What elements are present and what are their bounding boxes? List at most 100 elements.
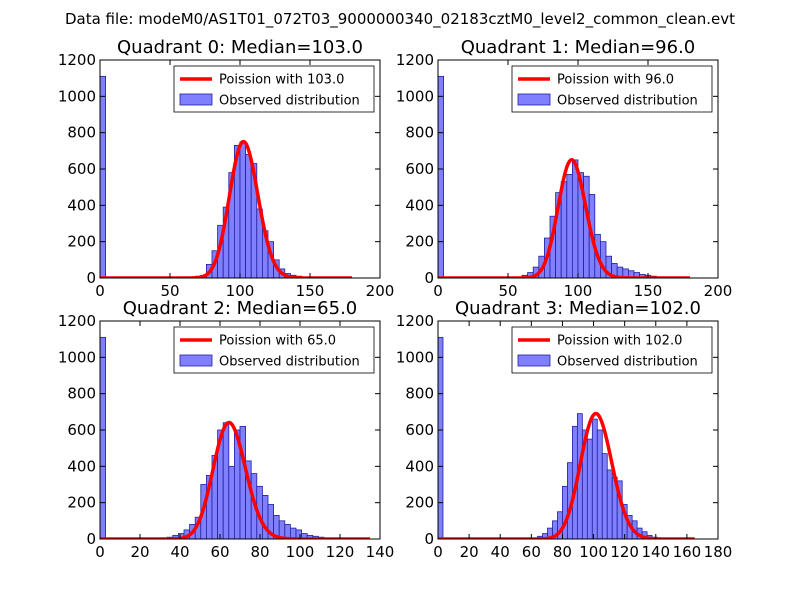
- x-tick-label: 100: [579, 543, 608, 561]
- panel-title: Quadrant 0: Median=103.0: [117, 37, 363, 58]
- panel-1: Quadrant 1: Median=96.0 0 50 100 150 200 0 200 4…: [396, 37, 733, 300]
- x-tick-label: 60: [210, 543, 229, 561]
- y-tick-label: 400: [405, 457, 434, 475]
- x-tick-label: 40: [170, 543, 189, 561]
- histogram-bar: [562, 485, 568, 539]
- legend-fit-label: Poission with 96.0: [557, 73, 674, 88]
- x-tick-label: 0: [95, 543, 105, 561]
- histogram-bar: [438, 336, 444, 539]
- x-tick-label: 200: [366, 282, 395, 300]
- y-tick-label: 200: [405, 233, 434, 251]
- poisson-fit-line: [100, 420, 371, 539]
- plot-area: [438, 336, 696, 539]
- legend: Poission with 102.0 Observed distribution: [511, 326, 713, 374]
- histogram-bar: [100, 336, 106, 539]
- histogram-bar: [566, 174, 573, 278]
- legend-hist-label: Observed distribution: [219, 355, 360, 370]
- histogram-bar: [560, 181, 568, 278]
- plot-area: [100, 336, 371, 539]
- y-tick-label: 1000: [396, 348, 434, 366]
- y-tick-label: 0: [86, 269, 96, 287]
- y-tick-label: 600: [405, 421, 434, 439]
- panel-3: Quadrant 3: Median=102.00 20 40 60 80 100 120 1…: [396, 298, 733, 561]
- x-tick-label: 120: [326, 543, 355, 561]
- poisson-fit-line: [438, 411, 696, 539]
- plot-area: [438, 75, 691, 278]
- x-tick-label: 100: [286, 543, 315, 561]
- histogram-bar: [596, 429, 603, 539]
- panel-title: Quadrant 1: Median=96.0: [461, 37, 696, 58]
- histogram-bar: [438, 75, 444, 278]
- y-tick-label: 800: [67, 385, 96, 403]
- x-tick-label: 80: [553, 543, 572, 561]
- y-tick-label: 1200: [58, 312, 96, 330]
- x-tick-label: 180: [704, 543, 733, 561]
- y-tick-label: 200: [67, 494, 96, 512]
- histogram-bar: [239, 141, 246, 278]
- x-tick-label: 150: [634, 282, 663, 300]
- x-tick-label: 60: [522, 543, 541, 561]
- histogram-bar: [586, 438, 593, 539]
- histogram-bar: [100, 75, 106, 278]
- x-tick-label: 20: [460, 543, 479, 561]
- y-tick-label: 400: [67, 196, 96, 214]
- y-tick-label: 800: [405, 385, 434, 403]
- x-tick-label: 50: [498, 282, 517, 300]
- x-tick-label: 100: [226, 282, 255, 300]
- legend-hist-swatch: [517, 93, 551, 106]
- histogram-bar: [591, 418, 598, 539]
- plot-area: [100, 75, 353, 278]
- y-tick-label: 1000: [58, 348, 96, 366]
- x-tick-label: 140: [366, 543, 395, 561]
- x-tick-label: 100: [564, 282, 593, 300]
- y-tick-label: 600: [67, 160, 96, 178]
- histogram-bar: [228, 465, 235, 539]
- panel-title: Quadrant 3: Median=102.0: [455, 298, 701, 319]
- x-tick-label: 120: [610, 543, 639, 561]
- y-tick-label: 1200: [58, 51, 96, 69]
- y-tick-label: 800: [405, 124, 434, 142]
- histogram-bar: [601, 453, 608, 539]
- histogram-bar: [572, 159, 579, 278]
- legend: Poission with 96.0 Observed distribution: [511, 65, 713, 113]
- legend-fit-label: Poission with 103.0: [219, 73, 344, 88]
- x-tick-label: 50: [160, 282, 179, 300]
- histogram-bar: [245, 154, 252, 278]
- figure-suptitle: Data file: modeM0/AS1T01_072T03_90000003…: [65, 10, 735, 29]
- panels: Quadrant 0: Median=103.00 50 100 150 2000200…: [58, 37, 733, 561]
- histogram-bar: [222, 422, 230, 539]
- legend-hist-label: Observed distribution: [557, 355, 698, 370]
- legend-hist-label: Observed distribution: [219, 94, 360, 109]
- y-tick-label: 200: [405, 494, 434, 512]
- histogram-bar: [606, 469, 613, 539]
- x-tick-label: 140: [641, 543, 670, 561]
- y-tick-label: 0: [424, 269, 434, 287]
- y-tick-label: 1000: [58, 87, 96, 105]
- y-tick-label: 0: [424, 530, 434, 548]
- y-tick-label: 400: [405, 196, 434, 214]
- x-tick-label: 80: [250, 543, 269, 561]
- x-tick-label: 150: [296, 282, 325, 300]
- panel-2: Quadrant 2: Median=65.0 0 20 40 60 80 100 120 14…: [58, 298, 395, 561]
- legend-hist-swatch: [517, 354, 551, 367]
- y-tick-label: 1200: [396, 51, 434, 69]
- panel-title: Quadrant 2: Median=65.0: [123, 298, 358, 319]
- legend-hist-label: Observed distribution: [557, 94, 698, 109]
- y-tick-label: 600: [67, 421, 96, 439]
- y-tick-label: 400: [67, 457, 96, 475]
- y-tick-label: 1000: [396, 87, 434, 105]
- legend-hist-swatch: [179, 354, 213, 367]
- legend: Poission with 65.0 Observed distribution: [173, 326, 375, 374]
- legend-fit-label: Poission with 102.0: [557, 334, 682, 349]
- legend: Poission with 103.0 Observed distribution: [173, 65, 375, 113]
- x-tick-label: 0: [95, 282, 105, 300]
- x-tick-label: 200: [704, 282, 733, 300]
- x-tick-label: 160: [673, 543, 702, 561]
- poisson-fit-line: [438, 158, 691, 278]
- legend-hist-swatch: [179, 93, 213, 106]
- y-tick-label: 600: [405, 160, 434, 178]
- x-tick-label: 0: [433, 543, 443, 561]
- panel-0: Quadrant 0: Median=103.0 0 50 100 150 200 0 200…: [58, 37, 395, 300]
- legend-fit-label: Poission with 65.0: [219, 334, 336, 349]
